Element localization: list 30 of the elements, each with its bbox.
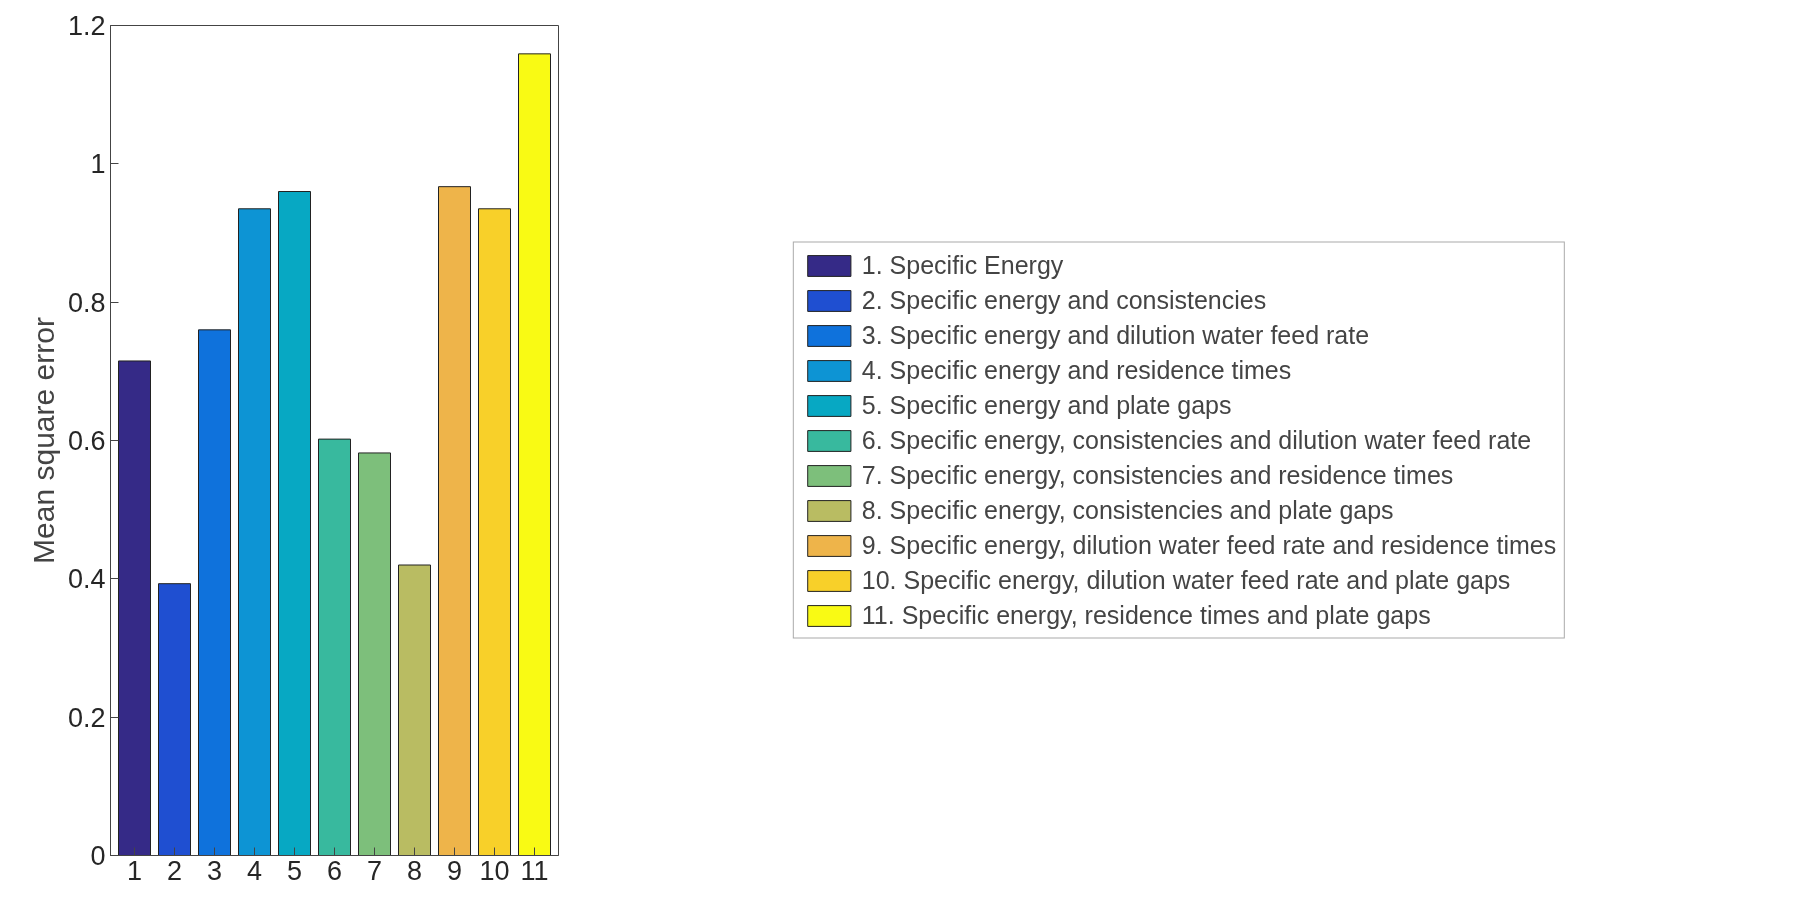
y-tick-label: 0.6	[67, 426, 106, 456]
legend-label: 5. Specific energy and plate gaps	[861, 390, 1232, 420]
y-tick-label: 0.4	[67, 564, 106, 595]
y-tick-label: 0.2	[67, 702, 106, 733]
legend-label: 8. Specific energy, consistencies and plate gaps	[861, 495, 1394, 525]
legend-label: 1. Specific Energy	[861, 250, 1064, 280]
x-tick-label: 10	[479, 855, 510, 886]
x-tick-label: 7	[366, 855, 383, 886]
x-tick-label: 11	[520, 855, 549, 886]
x-tick-label: 3	[206, 855, 223, 886]
legend-label: 3. Specific energy and dilution water feed rate	[861, 320, 1370, 350]
x-tick-label: 4	[246, 855, 263, 886]
legend-label: 10. Specific energy, dilution water feed rate and plate gaps	[861, 565, 1511, 595]
x-tick-label: 5	[286, 855, 303, 886]
legend-label: 7. Specific energy, consistencies and residence times	[861, 460, 1454, 490]
x-tick-label: 8	[406, 855, 423, 886]
y-tick-label: 1.2	[67, 11, 106, 41]
x-tick-label: 2	[166, 855, 183, 886]
x-tick-label: 6	[326, 855, 343, 886]
x-tick-label: 1	[126, 855, 143, 886]
legend-label: 9. Specific energy, dilution water feed rate and residence times	[861, 530, 1557, 560]
x-tick-label: 9	[446, 855, 463, 886]
y-tick-label: 0	[90, 841, 106, 871]
legend-label: 4. Specific energy and residence times	[861, 355, 1292, 385]
y-tick-label: 1	[90, 149, 106, 180]
y-axis-title: Mean square error	[26, 317, 60, 564]
y-tick-label: 0.8	[67, 287, 106, 318]
legend-label: 2. Specific energy and consistencies	[861, 285, 1267, 315]
legend-label: 11. Specific energy, residence times and plate gaps	[861, 600, 1431, 630]
legend-label: 6. Specific energy, consistencies and dilution water feed rate	[861, 425, 1532, 455]
